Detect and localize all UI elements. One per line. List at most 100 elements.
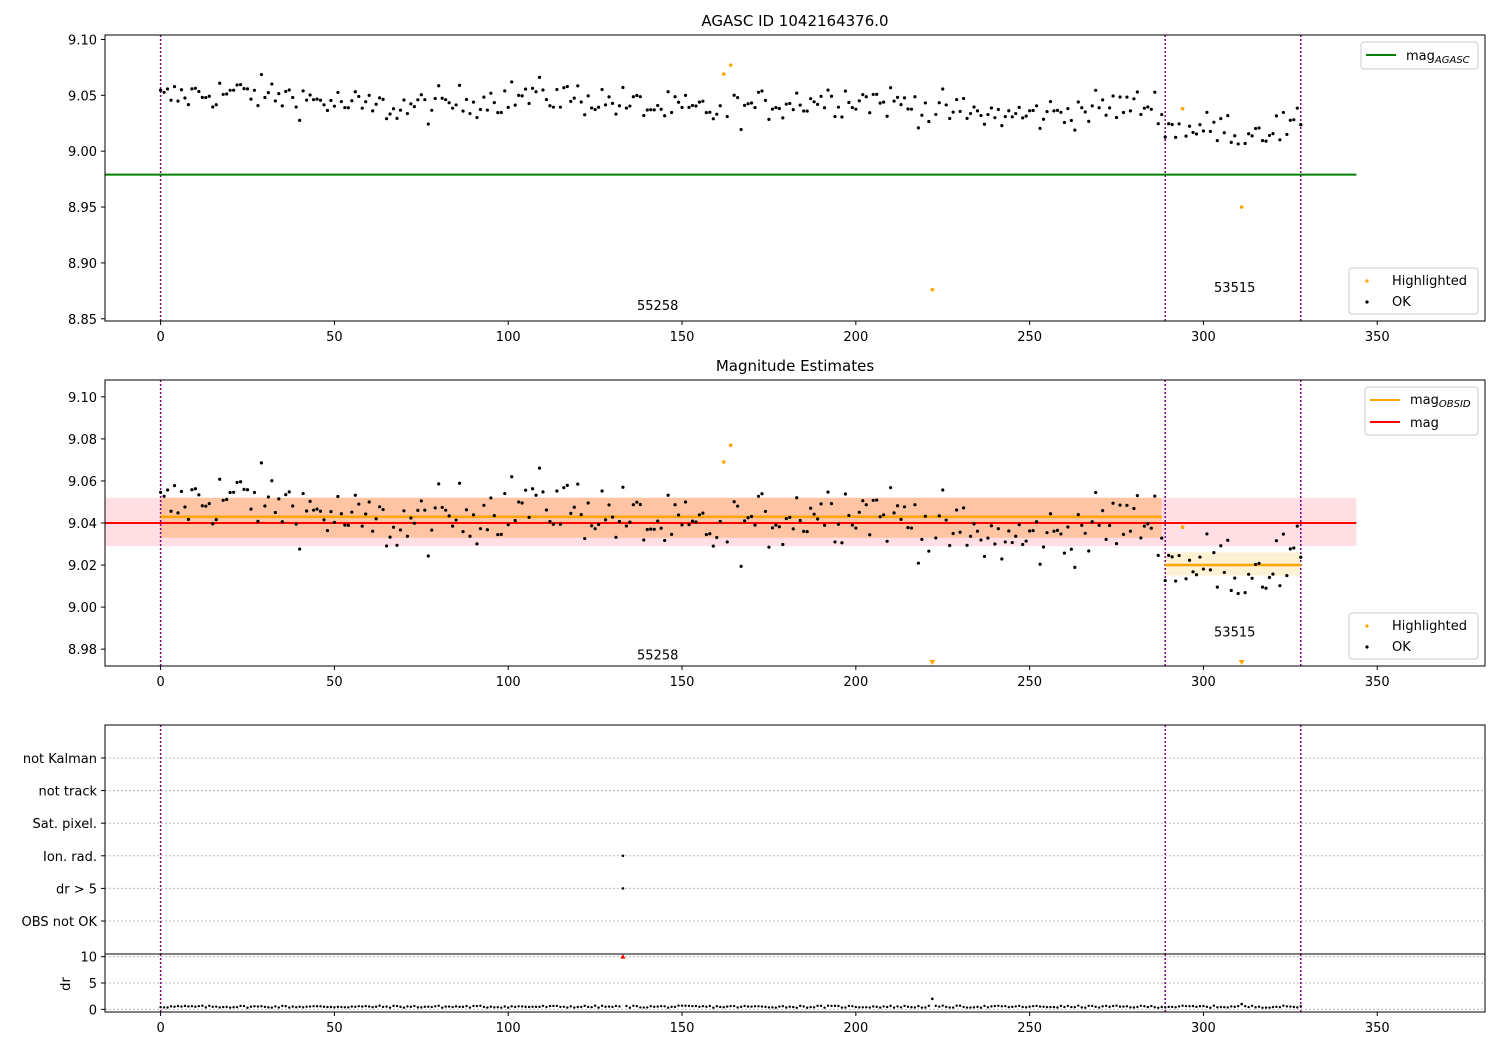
ok-point — [541, 88, 545, 92]
ok-point — [767, 117, 771, 121]
ok-point — [805, 109, 809, 113]
ok-point — [628, 520, 632, 524]
ok-point — [259, 461, 264, 465]
dr-point — [1226, 1006, 1229, 1009]
ok-point — [496, 532, 500, 537]
ok-point — [1052, 109, 1056, 113]
ok-point — [1087, 119, 1091, 123]
ok-point — [291, 504, 295, 508]
top-ticks: 0 50 100 150 200 250 300 350 8.85 8.90 8.95 9.00 9.0… — [68, 33, 1390, 345]
ok-point — [388, 535, 392, 539]
ok-point — [746, 516, 750, 520]
ok-point — [850, 106, 854, 110]
dr-point — [256, 1005, 260, 1008]
ok-point — [193, 487, 197, 491]
dr-point — [225, 1005, 228, 1009]
ok-point — [451, 106, 455, 110]
dr-point — [990, 1005, 993, 1008]
ok-point — [875, 498, 879, 502]
ok-point — [468, 111, 472, 116]
ok-point — [1253, 562, 1258, 567]
ok-point — [878, 515, 882, 519]
ok-point — [329, 510, 333, 514]
ok-point — [1205, 110, 1209, 114]
ok-point — [1014, 111, 1018, 116]
dr-point — [1177, 1005, 1181, 1008]
ok-point — [1167, 122, 1171, 126]
ok-point — [1069, 118, 1073, 123]
x-tick-label: 50 — [326, 330, 343, 345]
dr-point — [1108, 1005, 1111, 1009]
ok-point — [273, 510, 277, 515]
ok-point — [996, 107, 1000, 112]
middle-legend-lower-box — [1348, 612, 1479, 660]
dr-point — [861, 1006, 864, 1009]
ok-point — [419, 93, 423, 97]
dr-point — [816, 1004, 819, 1008]
ok-point — [1076, 512, 1080, 517]
ok-point — [1125, 503, 1129, 507]
ok-point — [249, 97, 253, 101]
dr-point — [162, 1006, 166, 1009]
ok-point — [1146, 522, 1150, 526]
ok-point — [1041, 117, 1046, 121]
x-tick-label: 200 — [843, 330, 868, 345]
dr-point — [350, 1005, 354, 1008]
ok-point — [965, 116, 969, 120]
ok-point — [1177, 122, 1181, 126]
ok-point — [169, 98, 173, 102]
ok-point — [906, 526, 910, 530]
ok-point — [409, 102, 413, 106]
x-tick-label: 250 — [1017, 1021, 1042, 1036]
ok-point — [1236, 142, 1240, 146]
y-tick-label: 0 — [89, 1003, 97, 1018]
ok-point — [739, 564, 743, 568]
ok-point — [920, 113, 924, 117]
ok-point — [1243, 591, 1247, 595]
ok-point — [645, 108, 649, 112]
ok-point — [1215, 138, 1219, 143]
dr-point — [1143, 1005, 1146, 1008]
ok-point — [430, 108, 434, 112]
legend-agasc-label: magAGASC — [1406, 49, 1470, 66]
ok-point — [165, 87, 170, 91]
dr-point — [875, 1005, 878, 1009]
dr-point — [159, 1006, 162, 1009]
dr-point — [1209, 1006, 1212, 1009]
ok-point — [690, 103, 695, 108]
ok-point — [259, 72, 264, 77]
ok-point — [245, 488, 250, 492]
ok-point — [534, 90, 538, 94]
ok-point — [885, 539, 889, 543]
ok-point — [951, 110, 955, 114]
ok-point — [325, 528, 330, 533]
dr-point — [614, 1004, 618, 1008]
dr-point — [1059, 1004, 1063, 1008]
ok-point — [576, 84, 580, 88]
ok-point — [322, 103, 326, 107]
ok-point — [1260, 138, 1265, 143]
dr-point — [917, 1004, 920, 1008]
dr-point — [979, 1006, 983, 1009]
ok-point — [958, 530, 962, 534]
ok-point — [558, 522, 562, 526]
dr-point — [1233, 1005, 1236, 1009]
ok-point — [1212, 551, 1216, 555]
ok-point — [635, 500, 639, 504]
middle-plot-area — [105, 380, 1357, 666]
ok-point — [649, 527, 653, 531]
ok-point — [603, 103, 608, 107]
ok-point — [510, 80, 514, 84]
dr-point — [639, 1006, 642, 1009]
ok-point — [371, 529, 375, 533]
dr-point — [1024, 1006, 1028, 1009]
ok-point — [277, 497, 281, 501]
ok-point — [204, 95, 208, 100]
ok-point — [360, 524, 364, 528]
dr-ylabel: dr — [59, 977, 74, 991]
ok-point — [1010, 540, 1014, 545]
ok-point — [1187, 558, 1192, 562]
dr-point — [962, 1005, 965, 1009]
ok-point — [944, 103, 948, 107]
ok-point — [965, 543, 969, 547]
